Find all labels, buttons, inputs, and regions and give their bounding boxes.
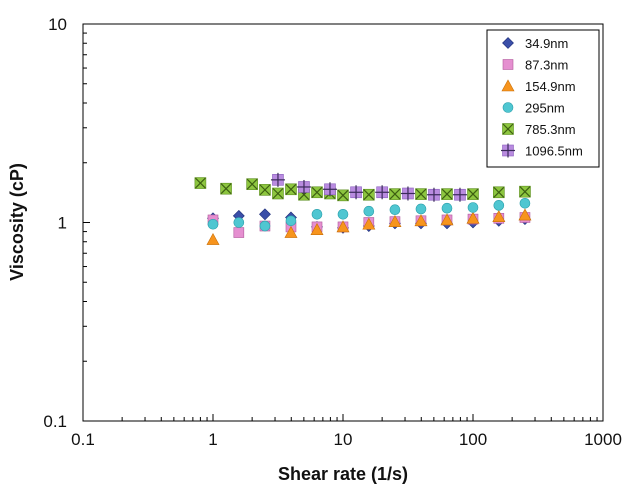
data-point [337, 208, 349, 220]
data-point [310, 223, 324, 235]
data-point [220, 182, 232, 195]
legend-label: 87.3nm [525, 58, 568, 73]
series-1096.5nm [270, 172, 467, 202]
data-point [493, 186, 505, 199]
data-point [518, 208, 532, 221]
data-point [415, 188, 427, 200]
data-point [233, 217, 245, 228]
y-tick-label: 10 [48, 15, 67, 34]
data-point [322, 182, 337, 197]
data-point [259, 208, 271, 221]
data-point [467, 202, 479, 213]
data-point [426, 187, 441, 202]
legend-box [486, 29, 600, 168]
axis-ticks [82, 32, 598, 422]
y-axis-title: Viscosity (cP) [7, 163, 27, 281]
data-point [207, 218, 219, 230]
legend-label: 34.9nm [525, 36, 568, 51]
legend-marker [501, 143, 515, 158]
series-785.3nm [194, 177, 531, 202]
data-point [492, 210, 506, 222]
data-point [270, 172, 285, 187]
data-point [467, 188, 479, 200]
data-point [452, 187, 467, 202]
legend-label: 1096.5nm [525, 144, 583, 159]
data-point [519, 185, 531, 198]
data-point [206, 232, 220, 245]
data-point [259, 220, 271, 232]
data-point [389, 204, 401, 216]
x-tick-label: 0.1 [71, 430, 95, 449]
legend-marker [502, 123, 514, 135]
data-point [311, 186, 323, 199]
data-point [194, 177, 207, 189]
legend-marker [502, 37, 514, 49]
data-point [466, 211, 480, 224]
y-tick-label: 1 [58, 214, 67, 233]
data-markers [194, 172, 532, 245]
data-point [272, 187, 284, 200]
data-point [441, 188, 453, 200]
data-point [400, 186, 415, 201]
legend-marker [501, 79, 515, 92]
series-154.9nm [206, 208, 532, 245]
data-point [246, 178, 258, 190]
x-tick-label: 10 [334, 430, 353, 449]
legend-label: 154.9nm [525, 79, 576, 94]
data-point [296, 179, 311, 194]
data-point [363, 205, 375, 217]
legend-marker [502, 102, 514, 113]
data-point [311, 208, 323, 220]
x-tick-label: 1000 [584, 430, 622, 449]
data-point [493, 200, 505, 211]
data-point [337, 189, 349, 202]
series-295nm [207, 197, 531, 232]
data-point [285, 183, 297, 196]
data-point [259, 184, 271, 196]
data-point [519, 197, 531, 209]
axis-tick-labels: 0.1 1 10 100 1000 0.1 1 10 [43, 15, 622, 449]
data-point [375, 185, 390, 200]
data-point [440, 213, 454, 226]
data-point [389, 188, 401, 200]
y-tick-label: 0.1 [43, 412, 67, 431]
legend: 34.9nm 87.3nm 154.9nm 295nm 785.3nm 1096.5nm [486, 29, 600, 168]
data-point [284, 225, 298, 238]
data-point [441, 202, 453, 214]
data-point [233, 227, 245, 238]
legend-marker [502, 59, 514, 70]
x-axis-title: Shear rate (1/s) [278, 464, 408, 484]
data-point [415, 203, 427, 215]
data-point [336, 220, 350, 233]
x-tick-label: 1 [208, 430, 217, 449]
x-tick-label: 100 [459, 430, 487, 449]
data-point [349, 185, 364, 200]
data-point [388, 215, 402, 227]
data-point [362, 217, 376, 230]
data-point [363, 188, 375, 201]
data-point [285, 215, 297, 227]
data-point [414, 214, 428, 227]
legend-label: 295nm [525, 101, 565, 116]
legend-label: 785.3nm [525, 122, 576, 137]
